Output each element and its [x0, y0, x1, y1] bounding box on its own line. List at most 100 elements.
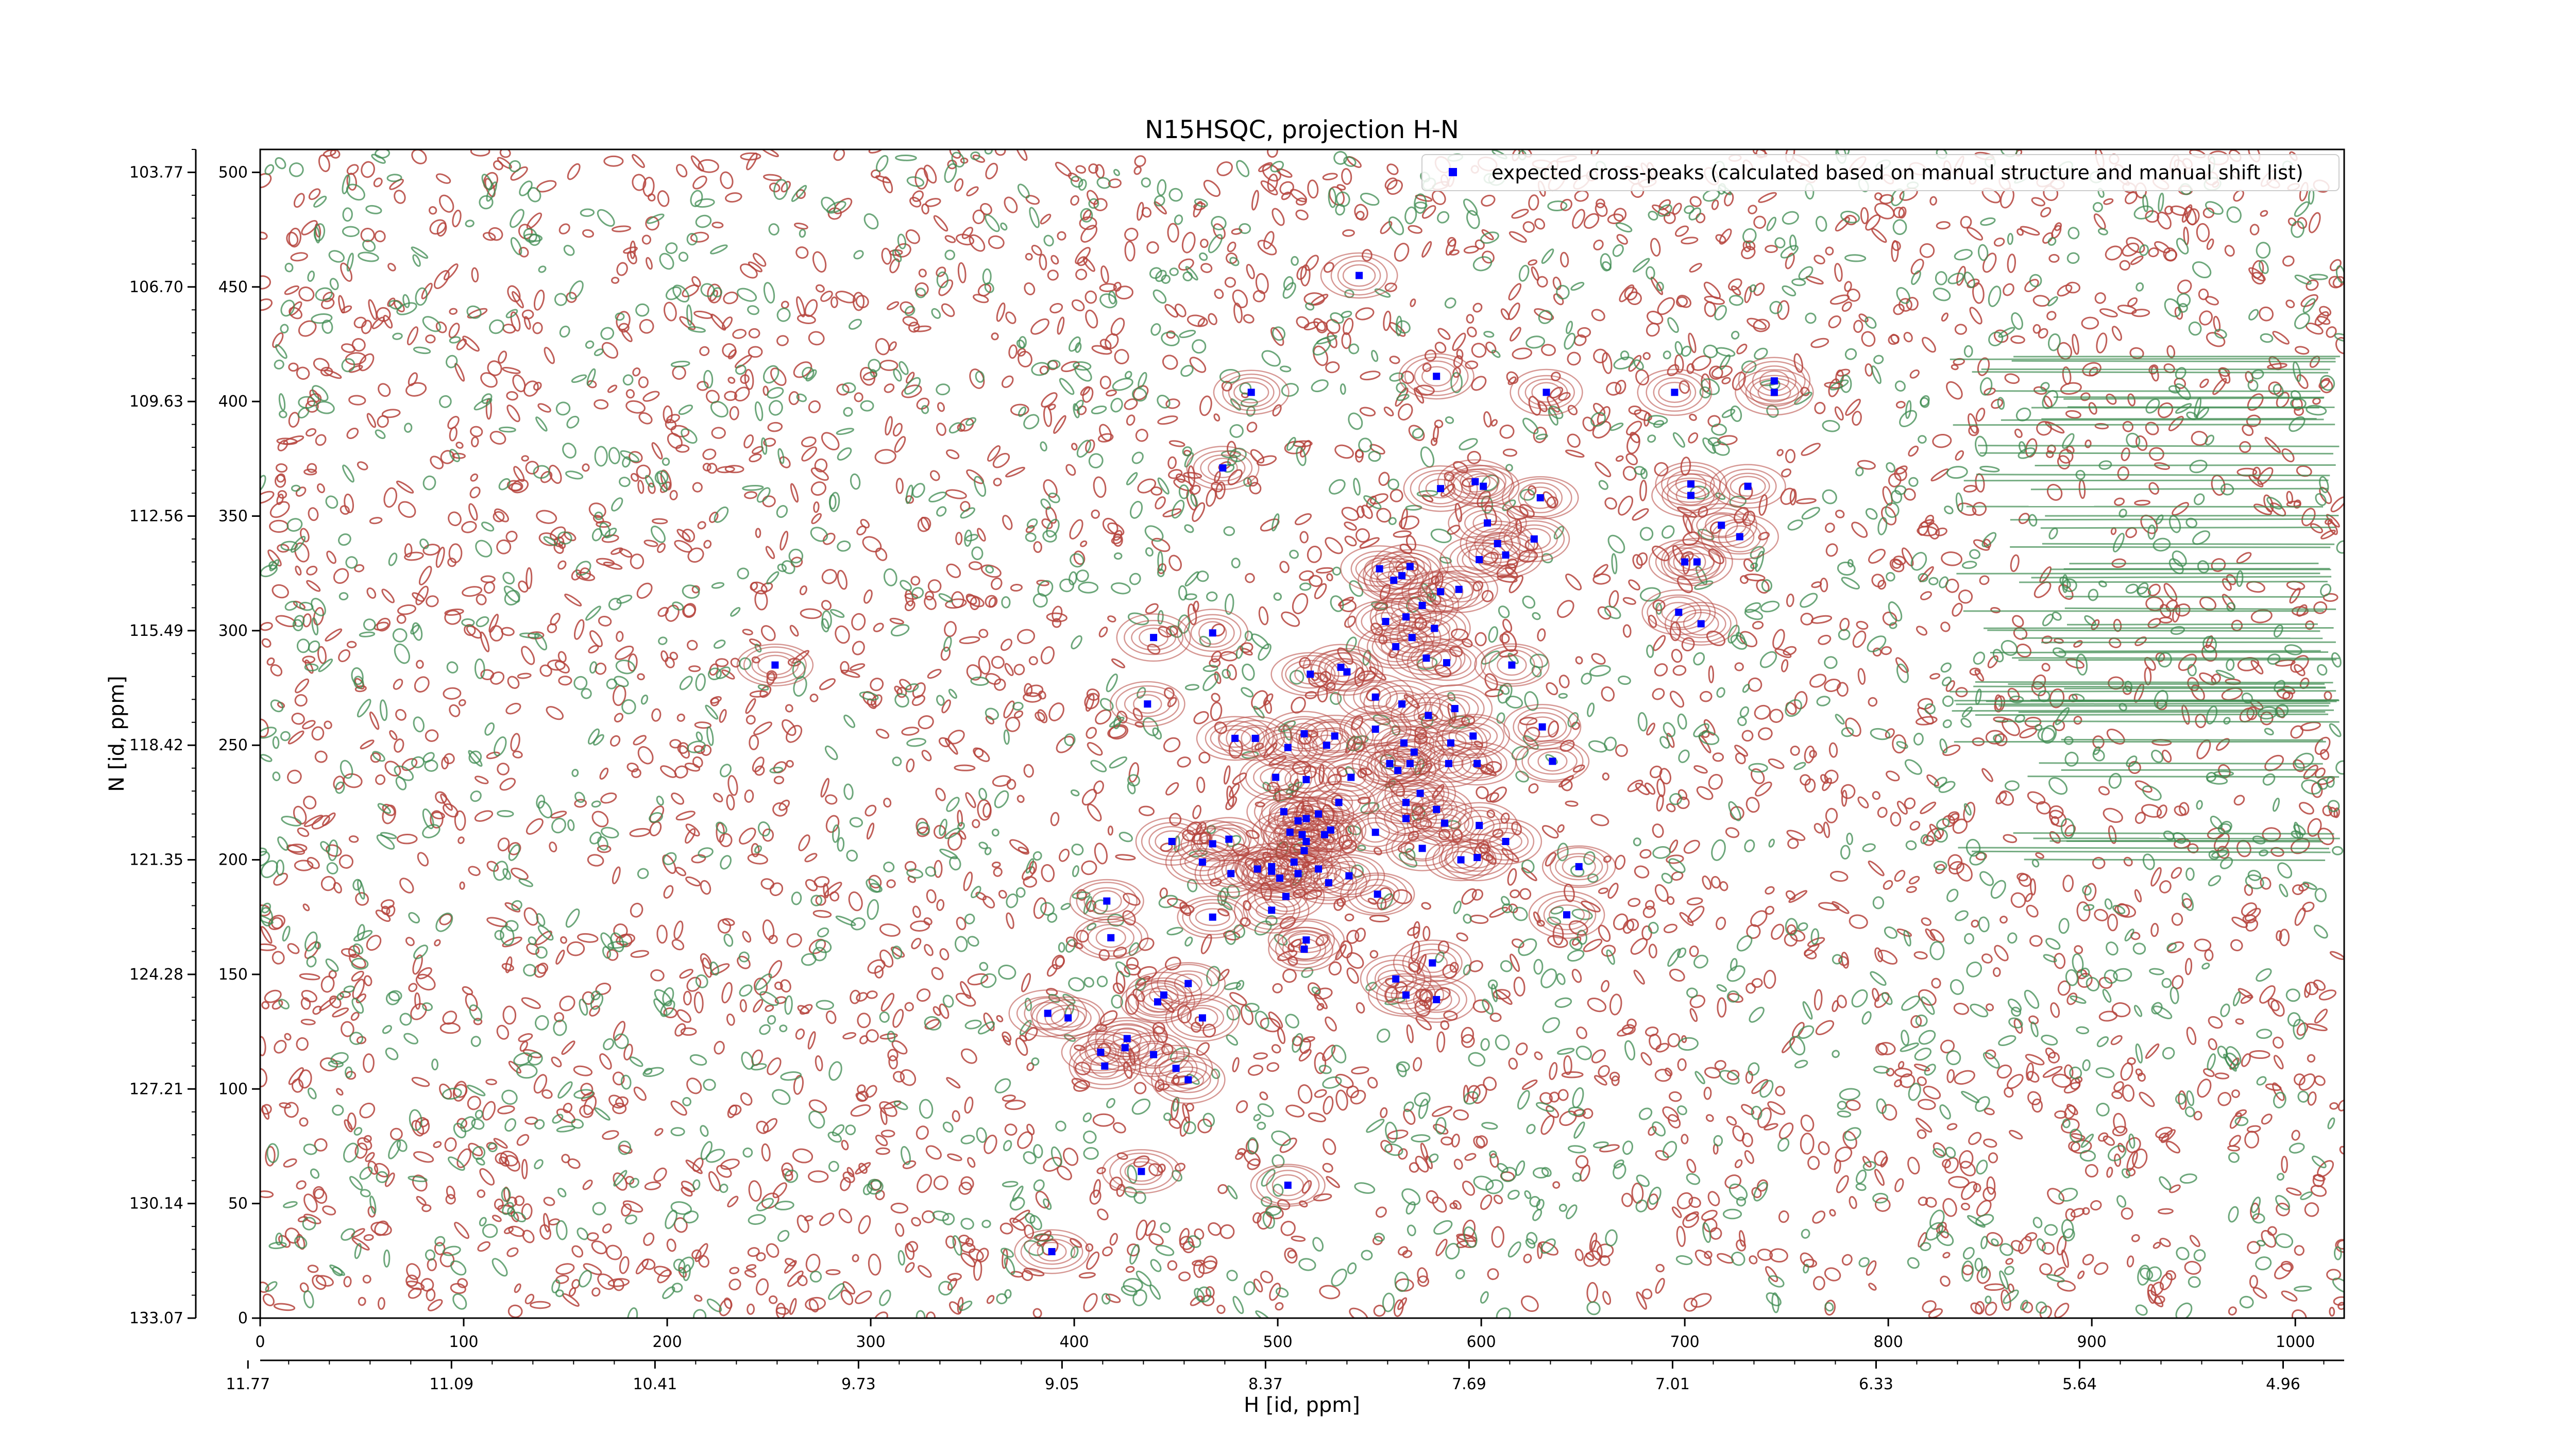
- positive-contour: [711, 427, 726, 439]
- positive-contour: [666, 1238, 676, 1252]
- positive-contour: [406, 326, 419, 346]
- positive-contour: [1138, 805, 1155, 816]
- positive-contour: [1246, 264, 1255, 279]
- positive-contour: [1974, 669, 1985, 682]
- positive-contour: [382, 804, 396, 824]
- positive-contour: [881, 247, 892, 265]
- positive-contour: [961, 1048, 977, 1064]
- positive-contour: [294, 542, 310, 563]
- positive-contour: [1433, 1123, 1449, 1135]
- positive-contour: [622, 1200, 643, 1213]
- positive-contour: [1829, 1209, 1836, 1217]
- positive-contour: [2010, 335, 2025, 344]
- positive-contour: [1380, 221, 1393, 234]
- positive-contour: [2298, 802, 2314, 815]
- positive-contour: [1909, 369, 1920, 379]
- positive-contour: [2304, 982, 2319, 996]
- positive-contour: [1960, 1160, 1976, 1176]
- positive-contour: [2302, 901, 2315, 913]
- positive-contour: [1745, 983, 1756, 994]
- positive-contour: [765, 546, 775, 560]
- positive-contour: [2046, 311, 2057, 321]
- positive-contour: [496, 1024, 510, 1040]
- positive-contour: [822, 532, 836, 545]
- positive-contour: [346, 427, 359, 440]
- positive-contour: [1708, 665, 1715, 684]
- positive-contour: [506, 1247, 519, 1257]
- positive-contour: [1258, 162, 1273, 173]
- positive-contour: [2264, 754, 2284, 771]
- positive-contour: [1583, 213, 1600, 229]
- positive-contour: [1354, 928, 1366, 942]
- positive-contour: [462, 335, 480, 352]
- positive-contour: [751, 843, 760, 857]
- chart-title: N15HSQC, projection H-N: [1145, 115, 1459, 144]
- positive-contour: [563, 1102, 573, 1114]
- positive-contour: [1996, 1064, 2012, 1079]
- positive-contour: [1178, 1271, 1191, 1282]
- positive-contour: [626, 250, 637, 264]
- positive-contour: [555, 949, 565, 965]
- positive-contour: [906, 758, 915, 772]
- positive-contour: [1979, 575, 1990, 585]
- positive-contour: [933, 1006, 941, 1016]
- positive-contour: [883, 798, 892, 808]
- positive-contour: [1511, 938, 1524, 949]
- positive-contour: [625, 389, 635, 399]
- positive-contour: [1785, 252, 1795, 269]
- positive-contour: [444, 753, 455, 765]
- positive-contour: [1168, 554, 1182, 571]
- positive-contour: [471, 436, 479, 448]
- positive-contour: [425, 334, 436, 344]
- positive-contour: [1384, 177, 1398, 190]
- positive-contour: [2272, 331, 2290, 345]
- positive-contour: [993, 478, 1002, 486]
- positive-contour: [1115, 854, 1136, 861]
- positive-contour: [274, 1040, 287, 1054]
- positive-contour: [293, 193, 305, 208]
- positive-contour: [875, 1147, 890, 1155]
- positive-contour: [1109, 1176, 1123, 1191]
- positive-contour: [2279, 929, 2290, 947]
- positive-contour: [1592, 420, 1612, 439]
- positive-contour: [2132, 1148, 2148, 1169]
- positive-contour: [468, 866, 481, 877]
- positive-contour: [1689, 413, 1697, 421]
- positive-contour: [455, 442, 464, 449]
- positive-contour: [1765, 245, 1778, 254]
- positive-contour: [774, 981, 783, 990]
- positive-contour: [799, 585, 807, 596]
- positive-contour: [1163, 737, 1181, 753]
- positive-contour: [1551, 372, 1561, 381]
- positive-contour: [1153, 1025, 1168, 1043]
- positive-contour: [497, 763, 510, 776]
- positive-contour: [2001, 1289, 2011, 1311]
- positive-contour: [1702, 875, 1712, 890]
- positive-contour: [325, 628, 343, 642]
- positive-contour: [1177, 756, 1191, 768]
- positive-contour: [2337, 1100, 2344, 1111]
- positive-contour: [260, 298, 273, 311]
- positive-contour: [985, 162, 998, 180]
- positive-contour: [314, 750, 328, 763]
- positive-contour: [1086, 727, 1097, 739]
- positive-contour: [850, 989, 861, 1004]
- positive-contour: [717, 919, 732, 934]
- positive-contour: [725, 192, 742, 203]
- positive-contour: [1313, 1193, 1332, 1202]
- positive-contour: [1669, 690, 1685, 708]
- positive-contour: [2270, 999, 2285, 1017]
- positive-contour: [2049, 831, 2061, 844]
- positive-contour: [266, 657, 275, 666]
- positive-contour: [1246, 830, 1260, 839]
- positive-contour: [1639, 849, 1652, 859]
- positive-contour: [755, 528, 761, 538]
- positive-contour: [784, 1260, 797, 1274]
- positive-contour: [630, 902, 643, 918]
- positive-contour: [632, 154, 645, 169]
- positive-contour: [1758, 192, 1777, 203]
- positive-contour: [378, 383, 391, 397]
- positive-contour: [1071, 299, 1085, 312]
- positive-contour: [945, 1235, 956, 1249]
